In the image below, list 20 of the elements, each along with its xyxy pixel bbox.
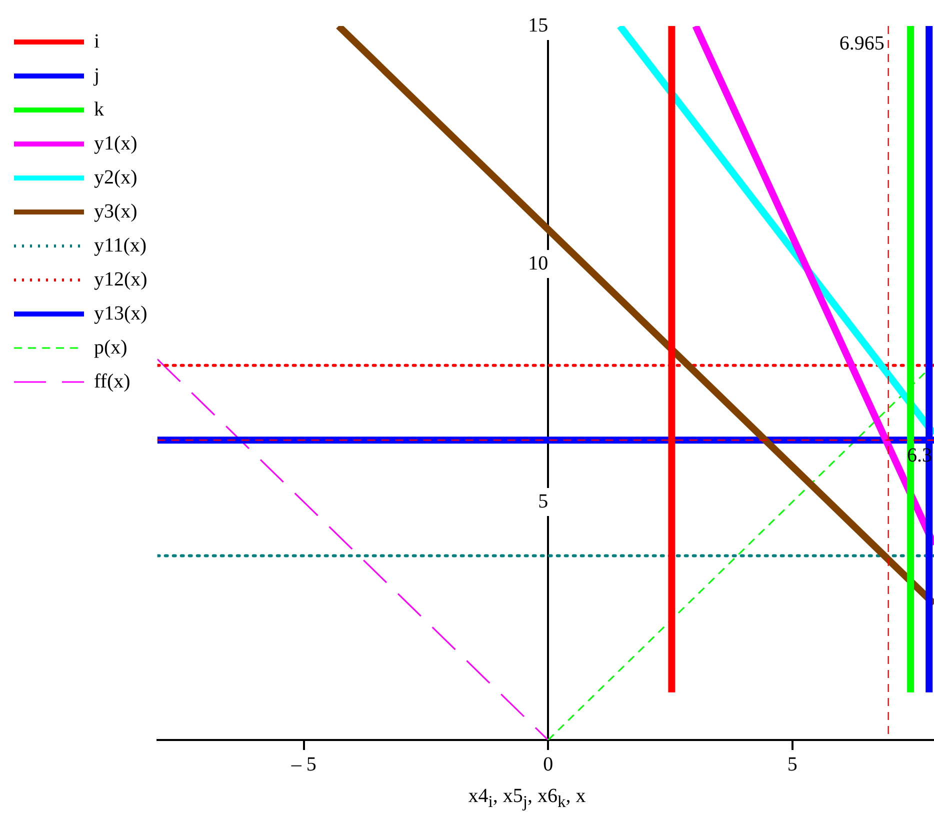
legend-label: k	[94, 98, 104, 120]
x-axis-title: x4$_{i}$, x5$_{j}$, x6$_{k}$, x	[467, 785, 587, 812]
legend-label: i	[94, 30, 100, 52]
legend-label: j	[93, 64, 100, 86]
ref-line-label: 6.3	[907, 444, 932, 466]
x-tick-label: 0	[543, 753, 554, 776]
legend-label: y11(x)	[94, 234, 147, 256]
legend-label: ff(x)	[94, 370, 130, 392]
legend-label: p(x)	[94, 336, 128, 358]
legend-label: y1(x)	[94, 132, 138, 154]
ref-line-label: 6.965	[839, 32, 884, 54]
x-tick-label: 5	[787, 753, 798, 776]
legend-label: y3(x)	[94, 200, 138, 222]
y-tick-label: 15	[528, 14, 548, 36]
y-tick-label: 5	[538, 490, 548, 512]
x-tick-label: – 5	[290, 753, 316, 776]
y-tick-label: 10	[528, 252, 548, 274]
legend-label: y2(x)	[94, 166, 138, 188]
legend-label: y13(x)	[94, 302, 148, 324]
legend-label: y12(x)	[94, 268, 148, 290]
